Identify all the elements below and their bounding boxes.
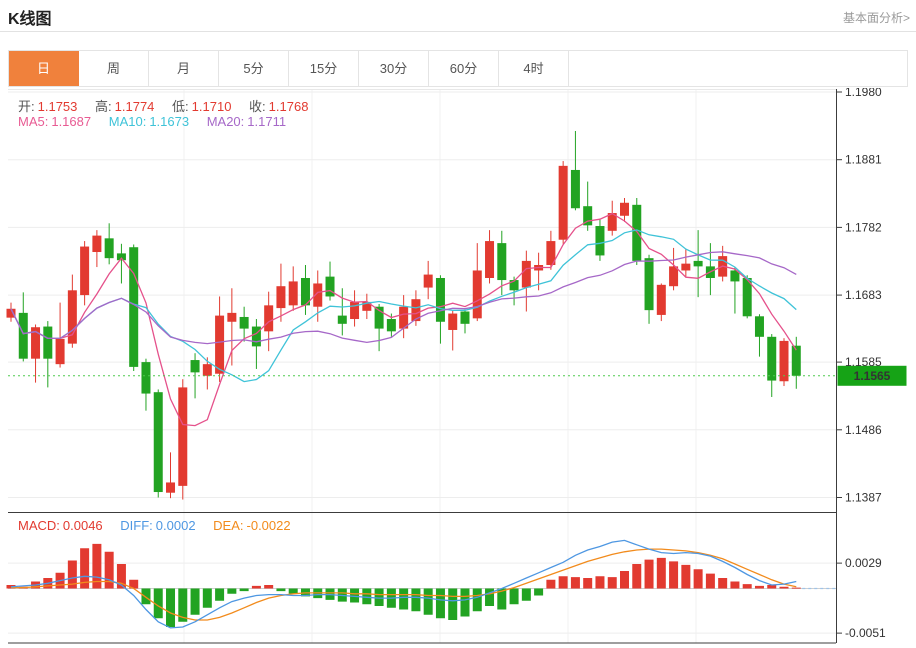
macd-tick-label: -0.0051	[845, 626, 886, 640]
fundamental-analysis-link[interactable]: 基本面分析>	[842, 11, 910, 25]
current-price-label: 1.1565	[854, 369, 891, 383]
price-tick-label: 1.1387	[845, 491, 882, 505]
tab-5分[interactable]: 5分	[219, 51, 289, 86]
macd-value: 0.0046	[62, 518, 103, 533]
current-price-badge	[837, 365, 907, 386]
tab-月[interactable]: 月	[149, 51, 219, 86]
ma20-label: MA20:	[206, 114, 245, 129]
tab-日[interactable]: 日	[9, 51, 79, 86]
tab-60分[interactable]: 60分	[429, 51, 499, 86]
close-value: 1.1768	[268, 99, 309, 114]
ma-legend: MA5: 1.1687 MA10: 1.1673 MA20: 1.1711	[18, 114, 289, 129]
tab-周[interactable]: 周	[79, 51, 149, 86]
macd-tick-label: 0.0029	[845, 556, 882, 570]
close-label: 收:	[249, 99, 266, 114]
low-label: 低:	[172, 99, 189, 114]
kline-chart-canvas[interactable]: 1.1565 1.1980 1.1881 1.1782 1.1683 1.1585 1.14…	[0, 88, 916, 646]
ma5-value: 1.1687	[51, 114, 92, 129]
diff-label: DIFF:	[120, 518, 153, 533]
dea-value: -0.0022	[246, 518, 291, 533]
ma10-value: 1.1673	[149, 114, 190, 129]
tab-4时[interactable]: 4时	[499, 51, 569, 86]
diff-line	[10, 539, 797, 629]
price-tick-label: 1.1683	[845, 288, 882, 302]
ma10-label: MA10:	[108, 114, 147, 129]
price-tick-label: 1.1585	[845, 355, 882, 369]
axis-group: 1.1980 1.1881 1.1782 1.1683 1.1585 1.1486 1.13…	[8, 88, 886, 644]
high-label: 高:	[95, 99, 112, 114]
price-tick-label: 1.1486	[845, 423, 882, 437]
dea-line	[11, 548, 797, 621]
ma20-value: 1.1711	[247, 114, 287, 129]
diff-value: 0.0002	[155, 518, 196, 533]
price-tick-label: 1.1782	[845, 220, 882, 234]
current-price-group: 1.1565	[8, 365, 907, 386]
high-value: 1.1774	[114, 99, 155, 114]
header-divider	[0, 31, 916, 32]
page-title: K线图	[8, 11, 52, 28]
ohlc-legend: 开: 1.1753 高: 1.1774 低: 1.1710 收: 1.1768	[18, 96, 311, 115]
macd-group	[6, 539, 836, 629]
macd-legend: MACD: 0.0046 DIFF: 0.0002 DEA: -0.0022	[18, 518, 294, 533]
low-value: 1.1710	[191, 99, 232, 114]
open-label: 开:	[18, 99, 35, 114]
ma-lines-group	[10, 212, 797, 427]
price-tick-label: 1.1881	[845, 153, 882, 167]
ma5-label: MA5:	[18, 114, 49, 129]
period-tabs: 日周月 5分 15分 30分 60分 4时	[8, 50, 908, 87]
price-tick-label: 1.1980	[845, 88, 882, 99]
candles-group	[6, 130, 801, 500]
dea-label: DEA:	[213, 518, 244, 533]
tab-15分[interactable]: 15分	[289, 51, 359, 86]
open-value: 1.1753	[37, 99, 78, 114]
tab-30分[interactable]: 30分	[359, 51, 429, 86]
macd-label: MACD:	[18, 518, 60, 533]
